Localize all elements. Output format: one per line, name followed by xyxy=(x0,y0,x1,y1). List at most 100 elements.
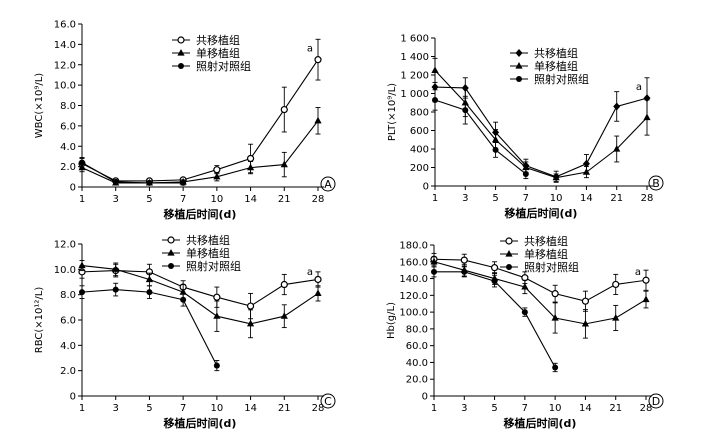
x-tick-label: 21 xyxy=(278,194,291,205)
series-line xyxy=(434,86,648,178)
data-point xyxy=(490,264,499,272)
x-tick-label: 5 xyxy=(492,193,498,204)
y-tick-label: 16.0 xyxy=(54,20,76,31)
legend-label: 共移植组 xyxy=(186,233,230,247)
legend-entry: 照射对照组 xyxy=(162,259,241,273)
data-point xyxy=(551,290,559,298)
x-tick-label: 7 xyxy=(523,193,529,204)
x-axis-label: 移植后时间(d) xyxy=(164,207,237,221)
series-line xyxy=(81,162,184,184)
x-tick-label: 28 xyxy=(312,194,325,205)
y-tick-label: 8.0 xyxy=(60,290,76,301)
data-point xyxy=(314,275,322,284)
panel-letter-circle xyxy=(648,393,664,409)
series-2 xyxy=(430,256,650,339)
significance-annotation: a xyxy=(636,82,642,93)
y-tick-label: 10.0 xyxy=(54,265,76,276)
x-tick-label: 21 xyxy=(609,403,622,414)
y-tick-label: 180.0 xyxy=(399,241,428,252)
data-point xyxy=(280,312,288,319)
data-point xyxy=(112,178,119,185)
x-tick-label: 28 xyxy=(641,193,654,204)
data-point xyxy=(643,113,651,121)
y-tick-label: 1 000 xyxy=(400,89,429,100)
data-point xyxy=(180,296,187,303)
y-tick-label: 4.0 xyxy=(60,341,76,352)
series-1 xyxy=(430,252,650,312)
panel-letter-circle xyxy=(648,175,664,191)
legend-label: 共移植组 xyxy=(534,46,578,60)
legend-entry: 单移植组 xyxy=(500,247,568,261)
data-point xyxy=(515,49,523,57)
y-tick-label: 400 xyxy=(410,145,429,156)
data-point xyxy=(246,154,255,163)
data-point xyxy=(506,264,512,270)
series-3 xyxy=(79,282,220,372)
y-tick-label: 10.0 xyxy=(54,81,76,92)
data-point xyxy=(213,312,221,319)
data-point xyxy=(280,280,288,289)
legend-entry: 单移植组 xyxy=(162,246,230,260)
y-tick-label: 1 400 xyxy=(400,52,429,63)
data-point xyxy=(246,302,255,310)
chart-panel-a: 0 2.0 4.0 6.0 8.0 10.0 12.0 14.0 16.0 1 3 5 7 10 14 21 2… xyxy=(34,20,336,221)
y-tick-label: 0 xyxy=(70,392,76,403)
data-point xyxy=(213,362,220,369)
y-axis-label: WBC(×10⁹/L) xyxy=(34,73,45,139)
x-tick-label: 14 xyxy=(244,194,257,205)
y-tick-label: 200 xyxy=(410,163,429,174)
y-tick-label: 60.0 xyxy=(406,341,428,352)
panel-letter: D xyxy=(652,395,660,408)
legend-label: 单移植组 xyxy=(524,247,568,261)
data-point xyxy=(491,278,498,285)
x-tick-label: 21 xyxy=(278,403,291,414)
chart-panel-b: 0 200 400 600 800 1 000 1 200 1 400 1 600 1 3 5 7 10 1… xyxy=(387,34,664,220)
series-2 xyxy=(431,57,651,182)
x-tick-label: 10 xyxy=(210,194,223,205)
data-point xyxy=(642,276,650,284)
data-point xyxy=(78,261,86,269)
x-axis-label: 移植后时间(d) xyxy=(504,416,577,430)
data-point xyxy=(522,170,529,177)
legend-label: 单移植组 xyxy=(186,246,230,260)
y-tick-label: 0 xyxy=(70,183,76,194)
y-axis-label: Hb(g/L) xyxy=(386,302,397,339)
data-point xyxy=(521,282,529,290)
x-tick-label: 7 xyxy=(180,403,186,414)
x-tick-label: 10 xyxy=(550,193,563,204)
x-tick-label: 3 xyxy=(113,194,119,205)
data-point xyxy=(431,268,437,275)
y-tick-label: 120.0 xyxy=(399,291,428,302)
legend-label: 照射对照组 xyxy=(186,259,241,273)
significance-annotation: a xyxy=(307,267,313,278)
y-axis-label: PLT(×10⁹/L) xyxy=(387,83,398,141)
data-point xyxy=(79,289,85,296)
series-line xyxy=(434,99,527,175)
significance-annotation: a xyxy=(307,44,313,55)
legend-entry: 照射对照组 xyxy=(500,260,579,274)
data-point xyxy=(460,256,468,264)
y-tick-label: 2.0 xyxy=(60,162,76,173)
significance-annotation: a xyxy=(635,267,641,278)
panel-letter: C xyxy=(324,395,332,408)
series-line xyxy=(81,264,319,325)
data-point xyxy=(213,172,221,180)
data-point xyxy=(613,145,621,152)
data-point xyxy=(431,66,439,73)
data-point xyxy=(246,163,255,171)
data-point xyxy=(145,275,154,283)
legend-entry: 共移植组 xyxy=(510,46,578,60)
series-3 xyxy=(79,157,187,186)
legend-label: 共移植组 xyxy=(524,234,568,248)
data-point xyxy=(491,135,500,143)
data-point xyxy=(213,293,221,301)
series-line xyxy=(81,289,218,366)
data-point xyxy=(213,166,221,174)
x-tick-label: 28 xyxy=(312,403,325,414)
series-line xyxy=(81,59,319,182)
x-tick-label: 7 xyxy=(522,403,528,414)
data-point xyxy=(515,62,523,69)
legend-entry: 共移植组 xyxy=(172,33,240,47)
data-point xyxy=(168,263,174,269)
